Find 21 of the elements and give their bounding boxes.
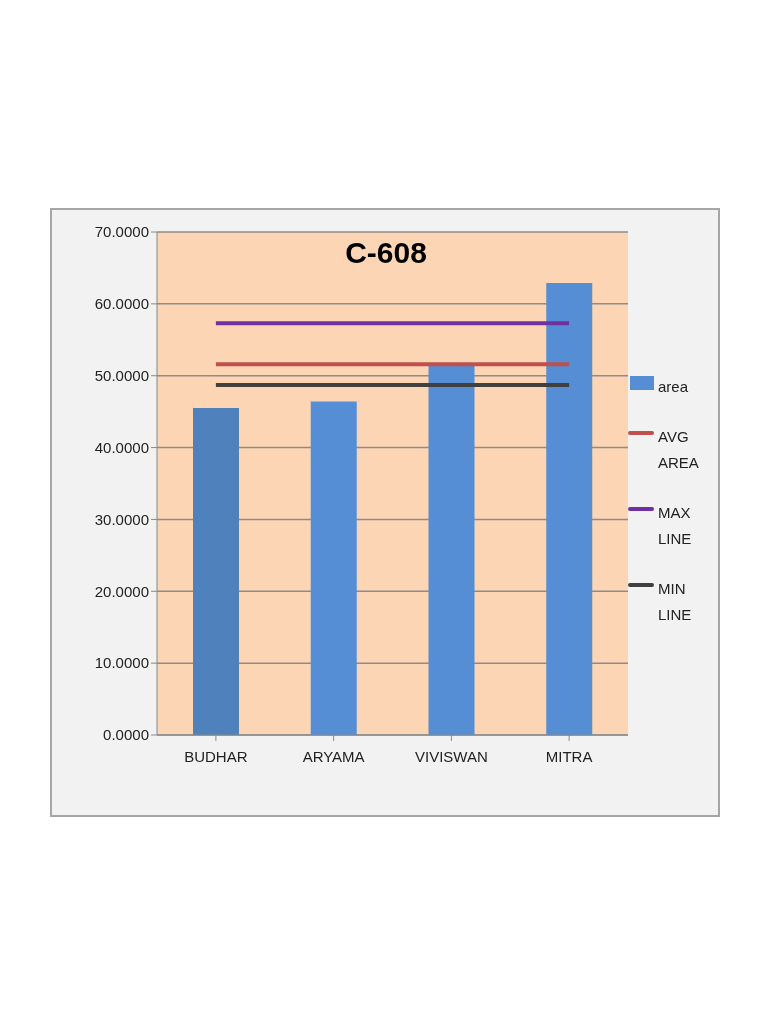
y-tick-label: 20.0000 [94, 582, 149, 600]
chart-title: C-608 [344, 236, 428, 270]
y-tick-label: 30.0000 [94, 510, 149, 528]
legend-label: area [658, 376, 689, 397]
x-tick-label: MITRA [545, 747, 593, 765]
x-tick-label: BUDHAR [184, 747, 248, 765]
legend-label: AVG AREA [658, 426, 700, 473]
y-tick-label: 10.0000 [94, 654, 149, 672]
y-tick-label: 40.0000 [94, 438, 149, 456]
legend-label: MAX LINE [658, 502, 693, 549]
y-tick-label: 70.0000 [94, 223, 149, 241]
x-tick-label: VIVISWAN [414, 747, 488, 765]
legend-label: MIN LINE [658, 578, 693, 625]
bar [193, 408, 239, 735]
bar [428, 364, 475, 735]
x-tick-label: ARYAMA [302, 747, 365, 765]
y-tick-label: 0.0000 [103, 726, 149, 744]
y-tick-label: 60.0000 [94, 295, 149, 313]
bar [546, 283, 593, 735]
y-tick-label: 50.0000 [94, 367, 149, 385]
bar [310, 401, 357, 735]
